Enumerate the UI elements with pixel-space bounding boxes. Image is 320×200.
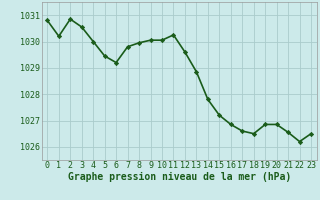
X-axis label: Graphe pression niveau de la mer (hPa): Graphe pression niveau de la mer (hPa) bbox=[68, 172, 291, 182]
